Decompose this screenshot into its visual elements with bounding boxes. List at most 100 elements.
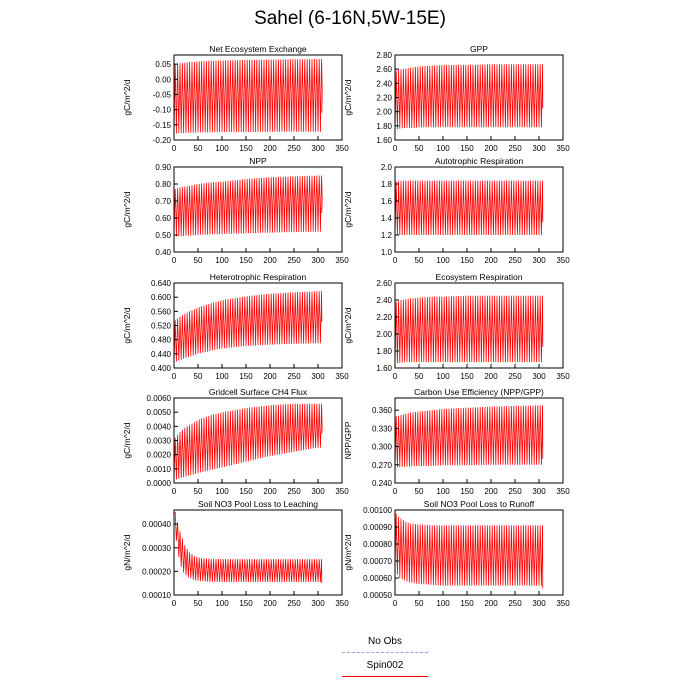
x-tick-label-autotrophic-respiration-5: 250 xyxy=(508,256,522,265)
chart-main-title: Sahel (6-16N,5W-15E) xyxy=(254,8,446,29)
y-tick-label-npp-1: 0.50 xyxy=(155,231,171,240)
y-tick-label-gpp-6: 2.80 xyxy=(376,51,392,60)
x-tick-label-gpp-5: 250 xyxy=(508,144,522,153)
y-tick-label-net-ecosystem-exchange-1: -0.15 xyxy=(153,121,172,130)
panel-ecosystem-respiration: 0 50 100 150 200 250 300 350 1.60 1.80 2.00 2.20 2.4… xyxy=(343,272,570,381)
legend-item-spin002: Spin002 xyxy=(340,660,430,684)
panel-title-soil-no3-pool-loss-to-runoff: Soil NO3 Pool Loss to Runoff xyxy=(424,499,535,509)
y-tick-label-gridcell-surface-ch4-flux-4: 0.0040 xyxy=(147,422,172,431)
y-tick-label-npp-5: 0.90 xyxy=(155,163,171,172)
x-tick-label-heterotrophic-respiration-0: 0 xyxy=(172,372,177,381)
series-line-spin002-soil-no3-pool-loss-to-leaching xyxy=(174,512,323,584)
panel-title-ecosystem-respiration: Ecosystem Respiration xyxy=(436,272,523,282)
y-tick-label-heterotrophic-respiration-2: 0.480 xyxy=(151,336,172,345)
y-tick-label-heterotrophic-respiration-4: 0.560 xyxy=(151,307,172,316)
x-tick-label-carbon-use-efficiency-npp-gpp-1: 50 xyxy=(415,487,424,496)
y-tick-label-net-ecosystem-exchange-5: 0.05 xyxy=(155,60,171,69)
y-tick-label-carbon-use-efficiency-npp-gpp-0: 0.240 xyxy=(372,479,393,488)
x-tick-label-soil-no3-pool-loss-to-leaching-3: 150 xyxy=(239,599,253,608)
x-tick-label-npp-1: 50 xyxy=(194,256,203,265)
series-line-spin002-net-ecosystem-exchange xyxy=(173,58,323,134)
y-tick-label-npp-0: 0.40 xyxy=(155,248,171,257)
x-tick-label-autotrophic-respiration-1: 50 xyxy=(415,256,424,265)
x-tick-label-soil-no3-pool-loss-to-runoff-6: 300 xyxy=(532,599,546,608)
x-tick-label-carbon-use-efficiency-npp-gpp-7: 350 xyxy=(556,487,570,496)
x-tick-label-npp-2: 100 xyxy=(215,256,229,265)
x-tick-label-soil-no3-pool-loss-to-runoff-3: 150 xyxy=(460,599,474,608)
x-tick-label-carbon-use-efficiency-npp-gpp-5: 250 xyxy=(508,487,522,496)
y-axis-label-autotrophic-respiration: gC/m^2/d xyxy=(343,191,353,227)
x-tick-label-npp-6: 300 xyxy=(311,256,325,265)
panel-title-net-ecosystem-exchange: Net Ecosystem Exchange xyxy=(209,44,307,54)
panel-autotrophic-respiration: 0 50 100 150 200 250 300 350 1.0 1.2 1.4 1.6 1.8 2.0 A… xyxy=(343,156,570,265)
y-axis-label-gpp: gC/m^2/d xyxy=(343,79,353,115)
y-tick-label-carbon-use-efficiency-npp-gpp-4: 0.360 xyxy=(372,406,393,415)
x-tick-label-heterotrophic-respiration-3: 150 xyxy=(239,372,253,381)
panel-soil-no3-pool-loss-to-leaching: 0 50 100 150 200 250 300 350 0.00010 0.00020 0.000… xyxy=(122,499,349,608)
y-tick-label-net-ecosystem-exchange-2: -0.10 xyxy=(153,106,172,115)
x-tick-label-gridcell-surface-ch4-flux-7: 350 xyxy=(335,487,349,496)
x-tick-label-autotrophic-respiration-7: 350 xyxy=(556,256,570,265)
x-tick-label-gridcell-surface-ch4-flux-4: 200 xyxy=(263,487,277,496)
x-tick-label-ecosystem-respiration-7: 350 xyxy=(556,372,570,381)
y-tick-label-gridcell-surface-ch4-flux-5: 0.0050 xyxy=(147,408,172,417)
x-tick-label-soil-no3-pool-loss-to-leaching-6: 300 xyxy=(311,599,325,608)
panel-gpp: 0 50 100 150 200 250 300 350 1.60 1.80 2.00 2.20 2.4… xyxy=(343,44,570,153)
x-tick-label-soil-no3-pool-loss-to-leaching-2: 100 xyxy=(215,599,229,608)
y-tick-label-heterotrophic-respiration-1: 0.440 xyxy=(151,350,172,359)
legend-label-no-obs: No Obs xyxy=(368,636,402,647)
y-tick-label-soil-no3-pool-loss-to-runoff-0: 0.00050 xyxy=(363,591,392,600)
x-tick-label-net-ecosystem-exchange-7: 350 xyxy=(335,144,349,153)
y-axis-label-soil-no3-pool-loss-to-runoff: gN/m^2/d xyxy=(343,534,353,570)
y-tick-label-soil-no3-pool-loss-to-leaching-2: 0.00030 xyxy=(142,544,171,553)
plot-frame-autotrophic-respiration xyxy=(394,166,564,253)
x-tick-label-ecosystem-respiration-2: 100 xyxy=(436,372,450,381)
x-tick-label-gpp-6: 300 xyxy=(532,144,546,153)
y-tick-label-autotrophic-respiration-0: 1.0 xyxy=(381,248,393,257)
x-tick-label-soil-no3-pool-loss-to-leaching-7: 350 xyxy=(335,599,349,608)
y-tick-label-gridcell-surface-ch4-flux-0: 0.0000 xyxy=(147,479,172,488)
x-tick-label-carbon-use-efficiency-npp-gpp-2: 100 xyxy=(436,487,450,496)
x-tick-label-soil-no3-pool-loss-to-runoff-7: 350 xyxy=(556,599,570,608)
y-tick-label-soil-no3-pool-loss-to-runoff-3: 0.00080 xyxy=(363,540,392,549)
x-tick-label-soil-no3-pool-loss-to-leaching-0: 0 xyxy=(172,599,177,608)
y-tick-label-gridcell-surface-ch4-flux-2: 0.0020 xyxy=(147,451,172,460)
y-tick-label-heterotrophic-respiration-0: 0.400 xyxy=(151,364,172,373)
legend-label-spin002: Spin002 xyxy=(366,660,404,671)
y-tick-label-carbon-use-efficiency-npp-gpp-3: 0.330 xyxy=(372,424,393,433)
y-tick-label-carbon-use-efficiency-npp-gpp-2: 0.300 xyxy=(372,443,393,452)
x-tick-label-heterotrophic-respiration-6: 300 xyxy=(311,372,325,381)
x-tick-label-autotrophic-respiration-0: 0 xyxy=(393,256,398,265)
y-tick-label-autotrophic-respiration-2: 1.4 xyxy=(381,214,393,223)
x-tick-label-gridcell-surface-ch4-flux-1: 50 xyxy=(194,487,203,496)
y-tick-label-heterotrophic-respiration-3: 0.520 xyxy=(151,322,172,331)
y-tick-label-autotrophic-respiration-3: 1.6 xyxy=(381,197,393,206)
x-tick-label-soil-no3-pool-loss-to-runoff-4: 200 xyxy=(484,599,498,608)
y-tick-label-gpp-2: 2.00 xyxy=(376,108,392,117)
x-tick-label-ecosystem-respiration-1: 50 xyxy=(415,372,424,381)
y-tick-label-heterotrophic-respiration-6: 0.640 xyxy=(151,279,172,288)
panel-npp: 0 50 100 150 200 250 300 350 0.40 0.50 0.60 0.70 0.8… xyxy=(122,156,349,265)
y-tick-label-ecosystem-respiration-0: 1.60 xyxy=(376,364,392,373)
series-line-spin002-carbon-use-efficiency-npp-gpp xyxy=(394,405,544,468)
plot-frame-carbon-use-efficiency-npp-gpp xyxy=(394,397,564,484)
series-line-spin002-npp xyxy=(173,175,323,237)
panel-title-carbon-use-efficiency-npp-gpp: Carbon Use Efficiency (NPP/GPP) xyxy=(414,387,544,397)
y-tick-label-ecosystem-respiration-1: 1.80 xyxy=(376,347,392,356)
x-tick-label-gpp-7: 350 xyxy=(556,144,570,153)
x-tick-label-ecosystem-respiration-3: 150 xyxy=(460,372,474,381)
y-axis-label-npp: gC/m^2/d xyxy=(122,191,132,227)
y-tick-label-npp-2: 0.60 xyxy=(155,214,171,223)
y-tick-label-npp-3: 0.70 xyxy=(155,197,171,206)
panel-gridcell-surface-ch4-flux: 0 50 100 150 200 250 300 350 0.0000 0.0010 0.0020 0… xyxy=(122,387,349,496)
x-tick-label-gridcell-surface-ch4-flux-5: 250 xyxy=(287,487,301,496)
y-tick-label-soil-no3-pool-loss-to-leaching-3: 0.00040 xyxy=(142,520,171,529)
x-tick-label-gpp-0: 0 xyxy=(393,144,398,153)
x-tick-label-gpp-1: 50 xyxy=(415,144,424,153)
x-tick-label-ecosystem-respiration-6: 300 xyxy=(532,372,546,381)
y-axis-label-soil-no3-pool-loss-to-leaching: gN/m^2/d xyxy=(122,534,132,570)
x-tick-label-soil-no3-pool-loss-to-runoff-2: 100 xyxy=(436,599,450,608)
x-tick-label-carbon-use-efficiency-npp-gpp-6: 300 xyxy=(532,487,546,496)
y-tick-label-ecosystem-respiration-3: 2.20 xyxy=(376,313,392,322)
y-tick-label-soil-no3-pool-loss-to-leaching-0: 0.00010 xyxy=(142,591,171,600)
